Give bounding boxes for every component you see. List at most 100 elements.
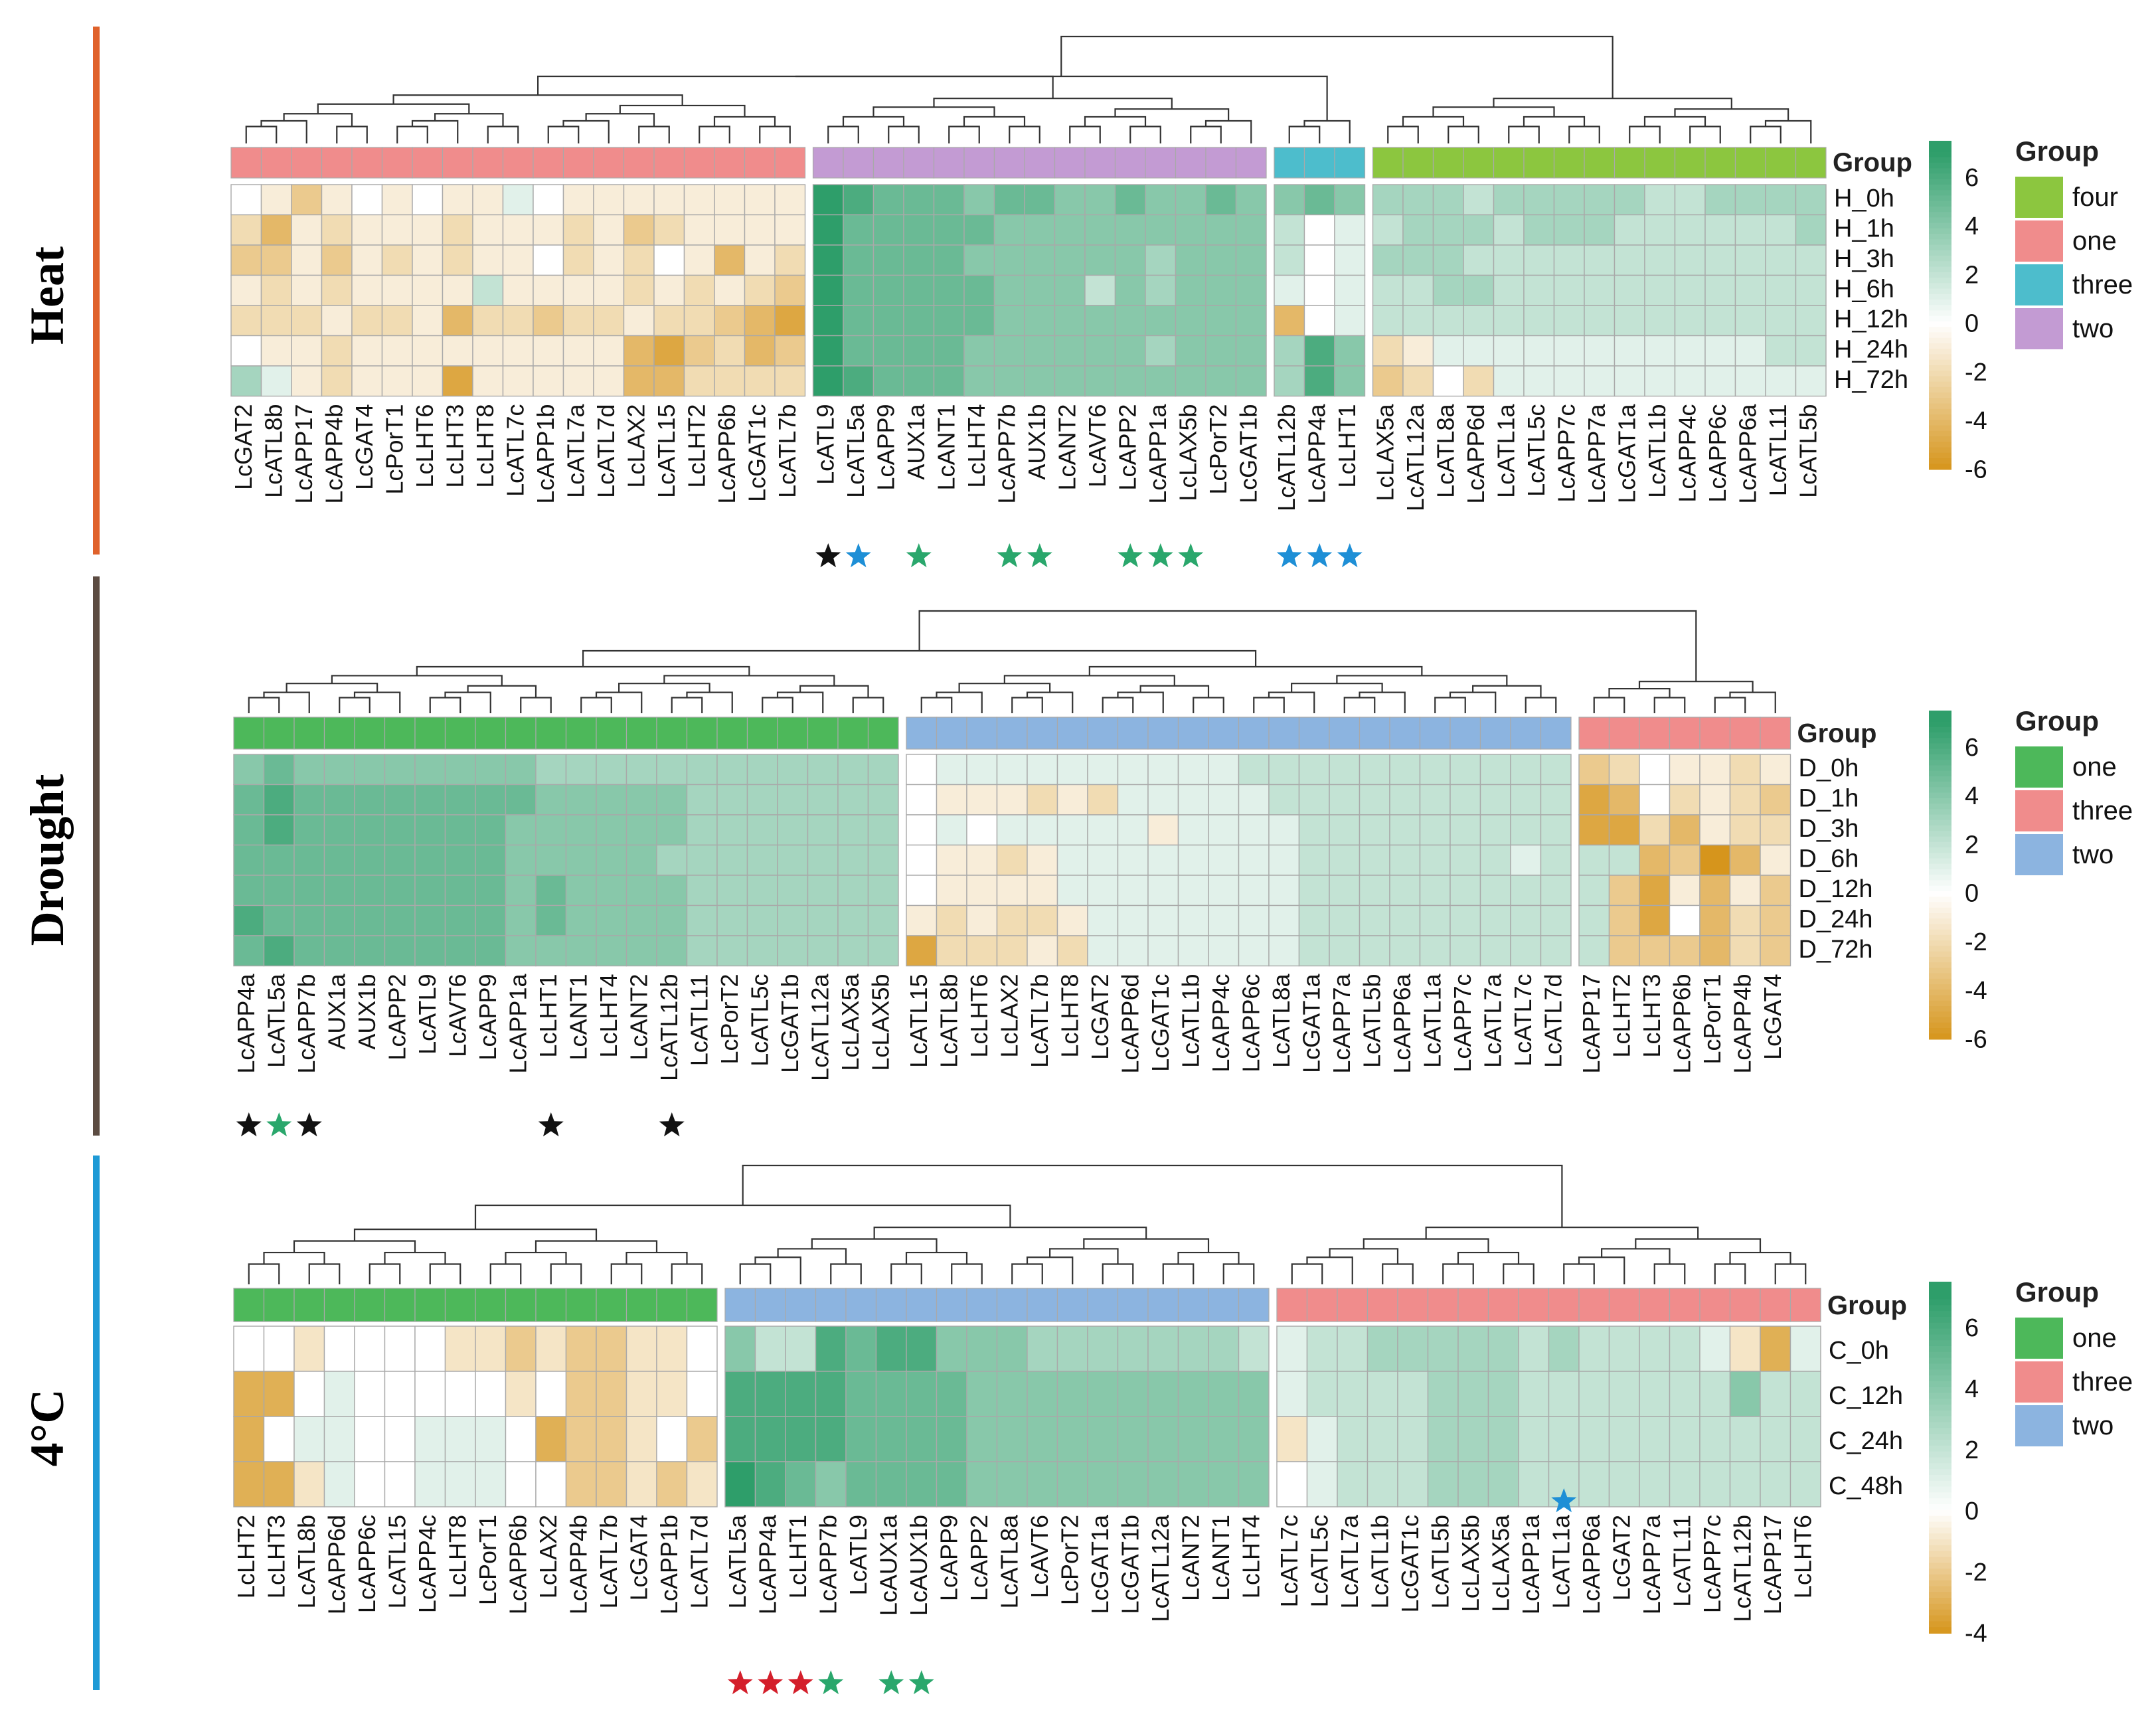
heatmap-cell [807,844,839,876]
heatmap-cell [472,365,504,397]
heatmap-cell [1329,875,1361,906]
heatmap-cell [903,184,935,216]
group-bar-cell [1117,717,1149,750]
heatmap-cell [502,305,534,337]
column-label: LcATL5c [746,974,773,1067]
heatmap-cell [807,784,839,815]
heatmap-cell [596,784,627,815]
heatmap-cell [414,904,446,936]
heatmap-cell [1389,814,1421,846]
heatmap-cell [1699,904,1731,936]
column-label: LcATL1b [1366,1515,1393,1608]
heatmap-cell [1795,244,1827,276]
heatmap-cell [1427,1371,1459,1417]
column-label: LcAPP6b [713,404,740,504]
column-label: LcATL15 [653,404,680,498]
heatmap-cell [1578,754,1610,786]
heatmap-cell [1608,904,1640,936]
legend-swatch [2015,790,2063,831]
heatmap-cell [1389,904,1421,936]
heatmap-cell [1175,214,1206,246]
heatmap-cell [963,365,995,397]
row-label: D_1h [1799,784,1859,812]
dendrogram-branch [1563,1263,1595,1284]
heatmap-cell [1298,935,1330,967]
heatmap-cell [533,335,564,367]
heatmap-cell [993,274,1025,306]
group-bar-cell [263,717,295,750]
heatmap-cell [1553,274,1585,306]
heatmap-cell [1644,214,1676,246]
column-label: LcLHT8 [1056,974,1083,1058]
color-scale-step [1929,984,1951,991]
dendrogram-branch [1434,697,1466,713]
heatmap-cell [686,784,718,815]
heatmap-cell [714,365,746,397]
heatmap-cell [1087,875,1119,906]
heatmap-cell [1669,875,1700,906]
heatmap-cell [1789,1326,1821,1372]
group-bar-cell [1054,147,1086,179]
dendrogram-branch [1222,1263,1255,1284]
dendrogram-branch [248,1263,280,1284]
heatmap-cell [1117,814,1149,846]
dendrogram-branch [547,126,580,143]
heatmap-cell [354,935,386,967]
group-bar-cell [746,717,778,750]
heatmap-cell [414,1371,446,1417]
heatmap-cell [1274,244,1305,276]
column-label: LcLHT3 [1638,974,1665,1058]
heatmap-cell [1463,305,1495,337]
heatmap-cell [293,1461,325,1507]
column-label: LcAPP4a [1303,404,1330,504]
color-scale-step [1929,1592,1951,1599]
heatmap-cell [1419,875,1451,906]
dendrogram-branch [505,1251,567,1264]
column-label: LcAVT6 [1026,1515,1053,1598]
color-scale-step [1929,386,1951,394]
heatmap-cell [230,365,262,397]
heatmap-cell [785,1371,817,1417]
dendrogram-branch [1162,1263,1195,1284]
heatmap-cell [1578,935,1610,967]
dendrogram-branch [963,116,1026,127]
heatmap-cell [1084,305,1116,337]
heatmap-cell [1669,814,1700,846]
heatmap-cell [1177,935,1209,967]
group-bar-cell [475,717,507,750]
heatmap-cell [562,365,594,397]
heatmap-cell [1463,274,1495,306]
dendrogram-branch [444,691,491,713]
heatmap-cell [623,305,655,337]
heatmap-cell [230,214,262,246]
heatmap-cell [565,1371,597,1417]
heatmap-cell [714,274,746,306]
heatmap-cell [1510,844,1542,876]
dendrogram-branch [1432,106,1555,117]
heatmap-cell [1298,784,1330,815]
dendrogram-branch [777,1248,847,1264]
heatmap-cell [593,305,625,337]
heatmap-cell [812,305,844,337]
heatmap-cell [936,754,967,786]
heatmap-cell [724,1416,756,1462]
heatmap-cell [1117,935,1149,967]
panel-side-strip [93,576,100,1136]
marker-star [818,1670,844,1695]
heatmap-cell [596,754,627,786]
group-bar-cell [291,147,323,179]
heatmap-cell [1274,335,1305,367]
heatmap-cell [414,935,446,967]
group-bar-cell [1608,717,1640,750]
heatmap-cell [1334,305,1366,337]
column-label: LcLHT8 [471,404,499,488]
group-bar-cell [1704,147,1736,179]
column-label: LcAPP4b [564,1515,592,1614]
heatmap-cell [966,754,998,786]
color-scale-step [1929,371,1951,377]
column-label: LcGAT1b [776,974,803,1073]
heatmap-cell [1540,935,1572,967]
color-scale-step [1929,1486,1951,1494]
heatmap-cell [233,1371,265,1417]
dendrogram-branch [1448,126,1479,143]
